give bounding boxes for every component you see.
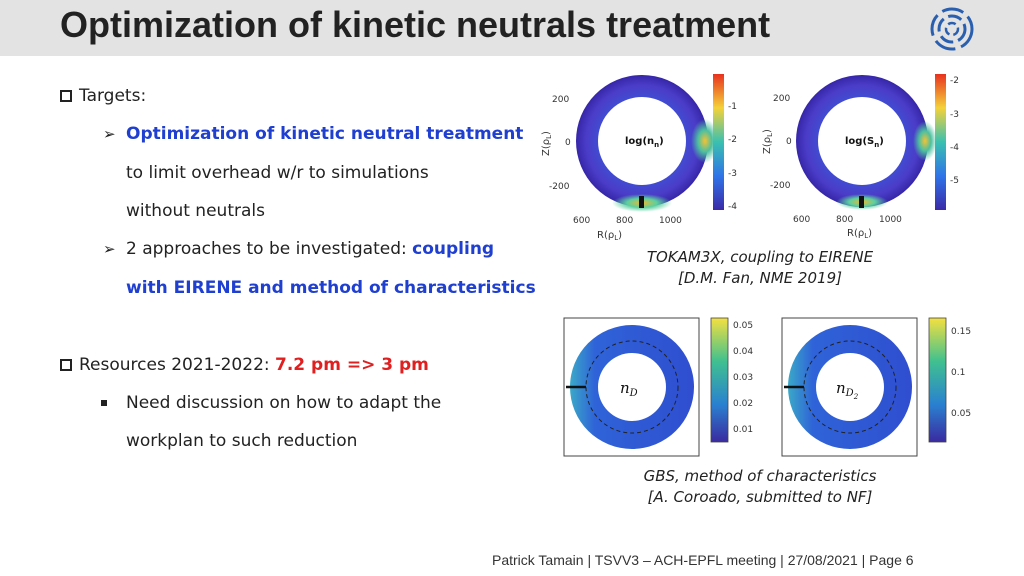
- svg-text:200: 200: [552, 95, 569, 105]
- bottom-figure-caption: GBS, method of characteristics [A. Coroa…: [640, 467, 880, 506]
- dashed-separatrix: [803, 340, 897, 434]
- hotspot: [691, 119, 719, 163]
- targets-label: Targets:: [79, 86, 147, 106]
- colorbar: [710, 317, 729, 443]
- target2-line1: 2 approaches to be investigated: couplin…: [126, 239, 494, 259]
- target2-highlight-2: with EIRENE and method of characteristic…: [126, 278, 536, 298]
- target2-plain: 2 approaches to be investigated:: [126, 239, 413, 259]
- svg-text:0.04: 0.04: [733, 347, 753, 357]
- svg-text:0.15: 0.15: [951, 327, 971, 337]
- tokam3x-figure: log(nn) -1 -2 -3 -4 200 0 -200 600 800 1…: [541, 74, 959, 242]
- panel-label: nD: [620, 379, 638, 399]
- checkbox-bullet-icon: [60, 90, 72, 102]
- x-axis-ticks: 600 800 1000: [573, 216, 682, 226]
- x-axis-label: R(ρL): [847, 228, 872, 240]
- y-axis-ticks: 200 0 -200: [549, 95, 571, 192]
- svg-text:0.03: 0.03: [733, 373, 753, 383]
- svg-text:200: 200: [773, 94, 790, 104]
- svg-text:0.05: 0.05: [951, 409, 971, 419]
- slide-footer: Patrick Tamain | TSVV3 – ACH-EPFL meetin…: [492, 552, 914, 568]
- targets-item: Targets:: [60, 86, 146, 106]
- svg-text:-2: -2: [950, 76, 959, 86]
- caption-line: [A. Coroado, submitted to NF]: [647, 488, 873, 506]
- svg-text:0: 0: [786, 137, 792, 147]
- svg-text:600: 600: [793, 215, 810, 225]
- colorbar: [713, 74, 724, 210]
- svg-text:0.01: 0.01: [733, 425, 753, 435]
- target1-line3: without neutrals: [126, 201, 265, 221]
- target2-highlight-1: coupling: [412, 239, 495, 259]
- svg-text:1000: 1000: [659, 216, 682, 226]
- nd-panel: nD 0.05 0.04 0.03 0.02 0.01: [563, 317, 753, 457]
- title-bar: Optimization of kinetic neutrals treatme…: [0, 0, 1024, 56]
- svg-text:-4: -4: [950, 143, 959, 153]
- resources-sub-line1: Need discussion on how to adapt the: [126, 393, 442, 413]
- svg-text:-200: -200: [549, 182, 570, 192]
- svg-text:800: 800: [836, 215, 853, 225]
- log-sn-panel: log(Sn) -2 -3 -4 -5 200 0 -200 600 800 1…: [762, 74, 959, 240]
- svg-text:-5: -5: [950, 176, 959, 186]
- ring-hole: [818, 97, 906, 185]
- panel-label: log(Sn): [845, 136, 884, 149]
- colorbar: [935, 74, 946, 210]
- y-axis-label: Z(ρL): [541, 131, 553, 156]
- x-axis-label: R(ρL): [597, 230, 622, 242]
- colorbar-ticks: -2 -3 -4 -5: [950, 76, 959, 186]
- arrow-bullet-icon: ➢: [103, 240, 116, 258]
- gbs-figure: nD 0.05 0.04 0.03 0.02 0.01 nD2 0.15 0.1…: [563, 317, 971, 457]
- target1-line1: Optimization of kinetic neutral treatmen…: [126, 124, 523, 144]
- svg-text:-1: -1: [728, 102, 737, 112]
- svg-text:-3: -3: [950, 110, 959, 120]
- ring-hole: [816, 353, 884, 421]
- target1-highlight: Optimization of kinetic neutral treatmen…: [126, 124, 524, 144]
- y-axis-label: Z(ρL): [762, 129, 774, 154]
- svg-text:0.02: 0.02: [733, 399, 753, 409]
- y-axis-ticks: 200 0 -200: [770, 94, 792, 191]
- colorbar-ticks: 0.15 0.1 0.05: [951, 327, 971, 419]
- caption-line: GBS, method of characteristics: [643, 467, 877, 485]
- hotspot: [913, 121, 937, 161]
- limiter-mark: [639, 196, 644, 208]
- colorbar-ticks: 0.05 0.04 0.03 0.02 0.01: [733, 321, 753, 435]
- svg-text:-4: -4: [728, 202, 737, 212]
- svg-text:-2: -2: [728, 135, 737, 145]
- svg-text:800: 800: [616, 216, 633, 226]
- caption-line: [D.M. Fan, NME 2019]: [678, 269, 842, 287]
- svg-text:0.05: 0.05: [733, 321, 753, 331]
- colorbar-ticks: -1 -2 -3 -4: [728, 102, 737, 212]
- svg-text:600: 600: [573, 216, 590, 226]
- log-nn-panel: log(nn) -1 -2 -3 -4 200 0 -200 600 800 1…: [541, 74, 737, 242]
- svg-text:-200: -200: [770, 181, 791, 191]
- arrow-bullet-icon: ➢: [103, 125, 116, 143]
- institute-logo-icon: [930, 7, 974, 51]
- x-axis-ticks: 600 800 1000: [793, 215, 902, 225]
- slide-title: Optimization of kinetic neutrals treatme…: [60, 4, 771, 45]
- nd2-panel: nD2 0.15 0.1 0.05: [781, 317, 971, 457]
- panel-label: log(nn): [625, 136, 664, 149]
- svg-text:0.1: 0.1: [951, 368, 965, 378]
- checkbox-bullet-icon: [60, 359, 72, 371]
- target2-line2: with EIRENE and method of characteristic…: [126, 278, 536, 298]
- colorbar: [928, 317, 947, 443]
- top-figure-caption: TOKAM3X, coupling to EIRENE [D.M. Fan, N…: [640, 248, 880, 287]
- dashed-separatrix: [585, 340, 679, 434]
- resources-plain: Resources 2021-2022:: [79, 355, 276, 375]
- caption-line: TOKAM3X, coupling to EIRENE: [646, 248, 874, 266]
- resources-sub-line2: workplan to such reduction: [126, 431, 358, 451]
- target1-line2: to limit overhead w/r to simulations: [126, 163, 429, 183]
- ring-hole: [598, 97, 686, 185]
- resources-highlight: 7.2 pm => 3 pm: [275, 355, 429, 375]
- svg-text:0: 0: [565, 138, 571, 148]
- svg-text:-3: -3: [728, 169, 737, 179]
- ring-hole: [598, 353, 666, 421]
- panel-label: nD2: [836, 379, 859, 401]
- resources-item: Resources 2021-2022: 7.2 pm => 3 pm: [60, 355, 429, 375]
- limiter-mark: [859, 196, 864, 208]
- svg-text:1000: 1000: [879, 215, 902, 225]
- square-bullet-icon: [101, 400, 107, 406]
